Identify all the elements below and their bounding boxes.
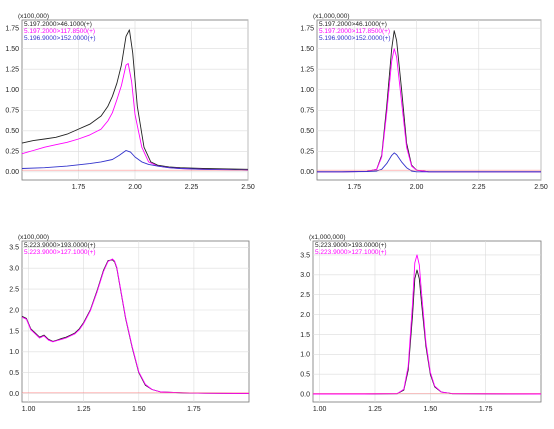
y-tick-label: 0.50: [300, 128, 314, 135]
y-tick-label: 0.5: [300, 372, 310, 379]
x-tick-label: 1.25: [77, 406, 91, 413]
x-tick-label: 1.75: [72, 184, 86, 191]
y-tick-label: 3.0: [300, 272, 310, 279]
y-tick-label: 0.75: [300, 108, 314, 115]
y-tick-label: 1.75: [5, 26, 19, 33]
chart-panel-4: 0.0 0.5 1.0 1.5 2.0 2.5 3.0 3.5 1.00 1.25 1.50 1.75…: [300, 234, 542, 413]
y-tick-label: 0.25: [300, 149, 314, 156]
chart-panel-1: 0.00 0.25 0.50 0.75 1.00 1.25 1.50 1.75 1.75 2.00…: [5, 13, 255, 191]
y-tick-label: 0.00: [5, 169, 19, 176]
y-tick-label: 2.5: [300, 292, 310, 299]
legend-entry: 5.223.9000>127.1000(+): [24, 249, 96, 256]
x-tick-label: 2.25: [185, 184, 199, 191]
y-tick-label: 0.00: [300, 169, 314, 176]
x-tick-label: 2.50: [241, 184, 255, 191]
x-tick-label: 2.00: [410, 184, 424, 191]
x-tick-label: 2.50: [534, 184, 548, 191]
x-tick-label: 1.75: [187, 406, 201, 413]
x-tick-label: 1.00: [313, 406, 327, 413]
y-tick-label: 0.5: [9, 370, 19, 377]
y-tick-label: 0.25: [5, 149, 19, 156]
y-tick-label: 1.00: [300, 87, 314, 94]
y-scale-label: (x1,000,000): [313, 13, 350, 20]
plot-frame: [312, 240, 542, 403]
series-line-3: [317, 152, 541, 173]
y-tick-label: 3.0: [9, 266, 19, 273]
y-tick-label: 1.00: [5, 87, 19, 94]
legend-entry: 5.223.9000>193.0000(+): [24, 242, 96, 249]
x-tick-label: 1.50: [424, 406, 438, 413]
y-tick-label: 3.5: [9, 245, 19, 252]
y-tick-label: 1.50: [300, 46, 314, 53]
y-tick-label: 1.0: [300, 352, 310, 359]
legend-entry: 5.223.9000>193.0000(+): [315, 242, 387, 249]
legend-entry: 5.197.2000>46.1000(+): [24, 21, 92, 28]
y-tick-label: 1.5: [9, 328, 19, 335]
chart-panel-2: 0.00 0.25 0.50 0.75 1.00 1.25 1.50 1.75 1.75 2.00…: [300, 13, 548, 191]
x-tick-label: 1.00: [22, 406, 36, 413]
legend-entry: 5.196.9000>152.0000(+): [24, 35, 96, 42]
y-tick-label: 2.0: [9, 307, 19, 314]
x-tick-label: 2.00: [128, 184, 142, 191]
y-scale-label: (x1,000,000): [309, 234, 346, 241]
y-scale-label: (x100,000): [18, 13, 49, 20]
legend-entry: 5.197.2000>46.1000(+): [319, 21, 387, 28]
x-tick-label: 1.75: [348, 184, 362, 191]
x-tick-label: 1.25: [368, 406, 382, 413]
series-line-3: [21, 150, 249, 171]
plot-frame: [316, 19, 542, 181]
legend-entry: 5.197.2000>117.8500(+): [319, 28, 390, 35]
series-line-1: [21, 29, 249, 170]
series-line-2: [317, 48, 541, 173]
y-tick-label: 0.0: [300, 391, 310, 398]
plot-frame: [21, 240, 250, 403]
y-tick-label: 3.5: [300, 252, 310, 259]
x-tick-label: 1.75: [479, 406, 493, 413]
y-tick-label: 1.75: [300, 26, 314, 33]
series-line-2: [313, 254, 542, 395]
x-tick-label: 2.25: [472, 184, 486, 191]
y-tick-label: 1.0: [9, 349, 19, 356]
y-tick-label: 2.0: [300, 312, 310, 319]
legend-entry: 5.223.9000>127.1000(+): [315, 249, 387, 256]
y-tick-label: 0.0: [9, 391, 19, 398]
y-tick-label: 2.5: [9, 286, 19, 293]
y-tick-label: 1.25: [5, 67, 19, 74]
y-tick-label: 0.50: [5, 128, 19, 135]
chart-panel-3: 0.0 0.5 1.0 1.5 2.0 2.5 3.0 3.5 1.00 1.25 1.50 1.75…: [9, 234, 250, 413]
y-tick-label: 1.5: [300, 332, 310, 339]
y-scale-label: (x100,000): [18, 234, 49, 241]
y-tick-label: 1.25: [300, 67, 314, 74]
legend-entry: 5.197.2000>117.8500(+): [24, 28, 95, 35]
series-line-2: [21, 258, 250, 395]
legend-entry: 5.196.9000>152.0000(+): [319, 35, 391, 42]
y-tick-label: 1.50: [5, 46, 19, 53]
x-tick-label: 1.50: [132, 406, 146, 413]
y-tick-label: 0.75: [5, 108, 19, 115]
